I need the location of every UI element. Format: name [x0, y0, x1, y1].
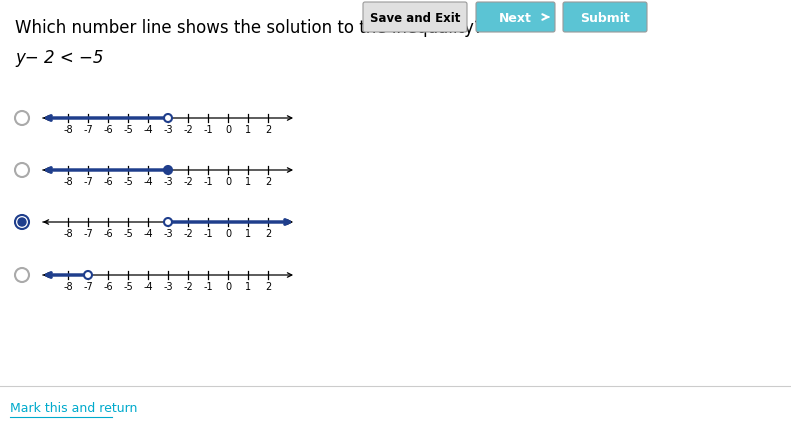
- Circle shape: [15, 268, 29, 283]
- Text: 2: 2: [265, 177, 271, 187]
- Text: 2: 2: [265, 281, 271, 291]
- Text: 0: 0: [225, 281, 231, 291]
- Text: -6: -6: [103, 281, 113, 291]
- Text: -8: -8: [63, 177, 73, 187]
- Text: Next: Next: [499, 11, 532, 25]
- FancyBboxPatch shape: [563, 3, 647, 33]
- Text: -6: -6: [103, 125, 113, 135]
- Text: -4: -4: [143, 177, 153, 187]
- Text: -6: -6: [103, 177, 113, 187]
- Text: Save and Exit: Save and Exit: [370, 11, 460, 25]
- Text: -2: -2: [184, 281, 193, 291]
- Text: 0: 0: [225, 229, 231, 238]
- Text: -8: -8: [63, 281, 73, 291]
- Text: -4: -4: [143, 229, 153, 238]
- Text: -3: -3: [163, 177, 172, 187]
- Text: 1: 1: [245, 125, 251, 135]
- Text: y− 2 < −5: y− 2 < −5: [15, 49, 104, 67]
- Text: -8: -8: [63, 229, 73, 238]
- Circle shape: [164, 115, 172, 123]
- Circle shape: [15, 112, 29, 126]
- Text: -3: -3: [163, 125, 172, 135]
- Text: 1: 1: [245, 177, 251, 187]
- Circle shape: [15, 164, 29, 177]
- Text: -2: -2: [184, 125, 193, 135]
- Circle shape: [164, 166, 172, 175]
- Text: -5: -5: [123, 125, 133, 135]
- Text: -8: -8: [63, 125, 73, 135]
- FancyBboxPatch shape: [363, 3, 467, 33]
- Text: -5: -5: [123, 229, 133, 238]
- Text: -5: -5: [123, 177, 133, 187]
- Text: -7: -7: [83, 125, 93, 135]
- Text: 2: 2: [265, 125, 271, 135]
- FancyBboxPatch shape: [476, 3, 555, 33]
- Text: -1: -1: [203, 229, 213, 238]
- Text: -3: -3: [163, 229, 172, 238]
- Text: 0: 0: [225, 125, 231, 135]
- Text: Submit: Submit: [580, 11, 630, 25]
- Text: -2: -2: [184, 177, 193, 187]
- Text: Which number line shows the solution to the inequality?: Which number line shows the solution to …: [15, 19, 483, 37]
- Text: -4: -4: [143, 125, 153, 135]
- Text: Mark this and return: Mark this and return: [10, 402, 138, 414]
- Text: 0: 0: [225, 177, 231, 187]
- Circle shape: [15, 215, 29, 230]
- Text: 1: 1: [245, 281, 251, 291]
- Text: -7: -7: [83, 229, 93, 238]
- Text: -7: -7: [83, 177, 93, 187]
- Text: -5: -5: [123, 281, 133, 291]
- Circle shape: [18, 219, 26, 226]
- Text: -6: -6: [103, 229, 113, 238]
- Text: -3: -3: [163, 281, 172, 291]
- Text: -1: -1: [203, 177, 213, 187]
- Text: 1: 1: [245, 229, 251, 238]
- Text: 2: 2: [265, 229, 271, 238]
- Text: -4: -4: [143, 281, 153, 291]
- Text: -2: -2: [184, 229, 193, 238]
- Text: -7: -7: [83, 281, 93, 291]
- Circle shape: [84, 272, 92, 279]
- Text: -1: -1: [203, 281, 213, 291]
- Text: -1: -1: [203, 125, 213, 135]
- Circle shape: [164, 219, 172, 226]
